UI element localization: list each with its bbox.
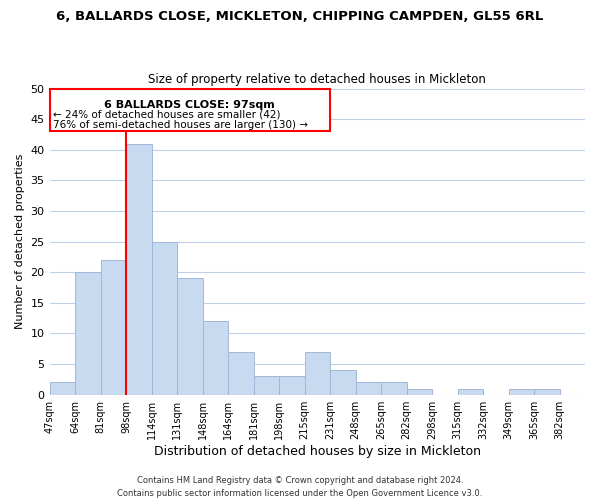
Bar: [534, 388, 560, 394]
Bar: [356, 382, 381, 394]
Bar: [254, 376, 279, 394]
Text: 6 BALLARDS CLOSE: 97sqm: 6 BALLARDS CLOSE: 97sqm: [104, 100, 275, 110]
Bar: [152, 242, 177, 394]
Bar: [279, 376, 305, 394]
Bar: [203, 321, 228, 394]
Text: ← 24% of detached houses are smaller (42): ← 24% of detached houses are smaller (42…: [53, 110, 280, 120]
Bar: [458, 388, 483, 394]
Y-axis label: Number of detached properties: Number of detached properties: [15, 154, 25, 330]
Bar: [50, 382, 75, 394]
X-axis label: Distribution of detached houses by size in Mickleton: Distribution of detached houses by size …: [154, 444, 481, 458]
Title: Size of property relative to detached houses in Mickleton: Size of property relative to detached ho…: [148, 73, 486, 86]
Bar: [75, 272, 101, 394]
Bar: [509, 388, 534, 394]
Bar: [381, 382, 407, 394]
Bar: [330, 370, 356, 394]
FancyBboxPatch shape: [50, 88, 330, 132]
Bar: [177, 278, 203, 394]
Bar: [126, 144, 152, 394]
Bar: [305, 352, 330, 395]
Text: Contains HM Land Registry data © Crown copyright and database right 2024.
Contai: Contains HM Land Registry data © Crown c…: [118, 476, 482, 498]
Bar: [228, 352, 254, 395]
Bar: [407, 388, 432, 394]
Bar: [101, 260, 126, 394]
Text: 76% of semi-detached houses are larger (130) →: 76% of semi-detached houses are larger (…: [53, 120, 308, 130]
Text: 6, BALLARDS CLOSE, MICKLETON, CHIPPING CAMPDEN, GL55 6RL: 6, BALLARDS CLOSE, MICKLETON, CHIPPING C…: [56, 10, 544, 23]
